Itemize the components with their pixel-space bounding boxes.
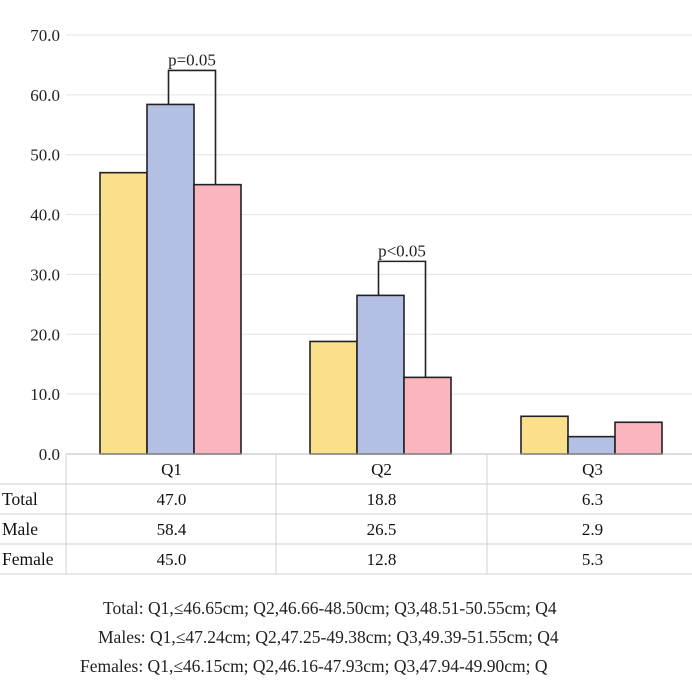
x-tick-label: Q1 <box>161 460 182 479</box>
y-tick-label: 0.0 <box>39 445 60 464</box>
bar-total-q3 <box>520 415 569 455</box>
bar-female-q1 <box>193 183 242 455</box>
data-table-cell: 26.5 <box>367 520 397 539</box>
y-tick-label: 50.0 <box>30 146 60 165</box>
y-tick-label: 10.0 <box>30 385 60 404</box>
legend-row-label-male: Male <box>2 519 38 539</box>
data-table-cell: 6.3 <box>582 490 603 509</box>
legend-row-label-female: Female <box>2 549 54 569</box>
significance-bracket <box>167 69 217 185</box>
bar-male-q2 <box>356 294 405 455</box>
bar-female-q3 <box>614 421 663 455</box>
data-table-cell: 5.3 <box>582 550 603 569</box>
y-tick-label: 40.0 <box>30 206 60 225</box>
data-table-cell: 45.0 <box>157 550 187 569</box>
significance-label: p<0.05 <box>378 241 426 260</box>
x-tick-label: Q2 <box>371 460 392 479</box>
footnote-females: Females: Q1,≤46.15cm; Q2,46.16-47.93cm; … <box>80 656 548 676</box>
data-table-cell: 58.4 <box>157 520 187 539</box>
x-tick-label: Q3 <box>582 460 603 479</box>
bar-chart: 0.0 10.0 20.0 30.0 40.0 50.0 60.0 70.0 p=0.05 p<0… <box>0 26 692 575</box>
legend-row-label-total: Total <box>2 489 38 509</box>
y-tick-label: 20.0 <box>30 325 60 344</box>
footnote-total: Total: Q1,≤46.65cm; Q2,46.66-48.50cm; Q3… <box>103 598 557 618</box>
bar-male-q1 <box>146 103 195 455</box>
data-table-cell: 2.9 <box>582 520 603 539</box>
significance-label: p=0.05 <box>168 50 216 69</box>
y-tick-label: 70.0 <box>30 26 60 45</box>
y-tick-label: 60.0 <box>30 86 60 105</box>
significance-bracket <box>377 260 427 378</box>
y-tick-label: 30.0 <box>30 265 60 284</box>
bar-total-q1 <box>99 171 148 455</box>
bar-female-q2 <box>403 376 452 455</box>
data-table-cell: 47.0 <box>157 490 187 509</box>
footnote-males: Males: Q1,≤47.24cm; Q2,47.25-49.38cm; Q3… <box>98 627 559 647</box>
data-table-cell: 12.8 <box>367 550 397 569</box>
data-table-cell: 18.8 <box>367 490 397 509</box>
bar-total-q2 <box>309 340 358 455</box>
bar-male-q3 <box>567 435 616 455</box>
